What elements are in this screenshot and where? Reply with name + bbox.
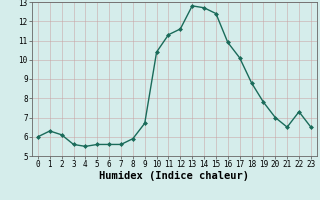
X-axis label: Humidex (Indice chaleur): Humidex (Indice chaleur) (100, 171, 249, 181)
